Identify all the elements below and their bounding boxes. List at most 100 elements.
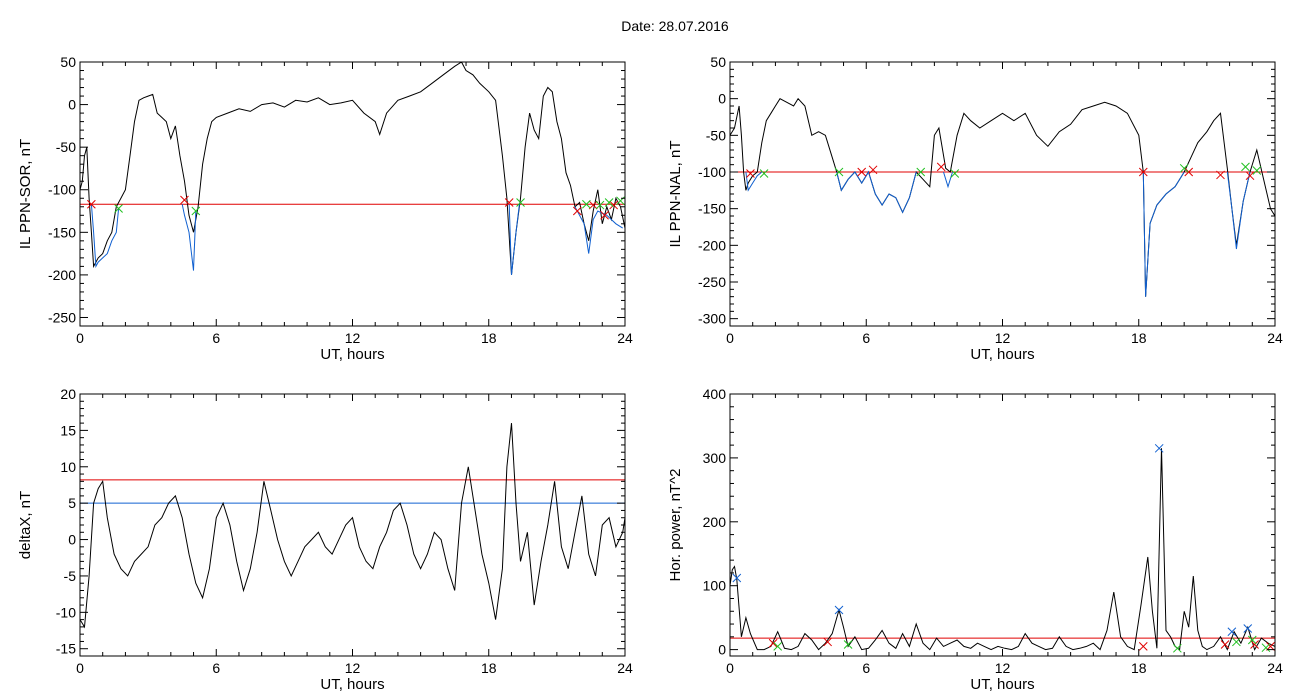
- y-tick-label: 15: [60, 422, 76, 438]
- x-tick-label: 12: [995, 660, 1011, 676]
- plot-frame: [729, 61, 1276, 327]
- series-line: [574, 206, 623, 254]
- cross-marker: [1247, 635, 1257, 645]
- cross-marker: [1173, 643, 1182, 653]
- cross-marker: [1245, 171, 1255, 181]
- x-tick-label: 12: [345, 660, 361, 676]
- y-tick-label: 0: [68, 532, 76, 548]
- x-tick-label: 18: [481, 330, 497, 346]
- y-tick-label: 300: [703, 450, 727, 466]
- x-tick-label: 0: [726, 330, 734, 346]
- x-axis-label: UT, hours: [320, 346, 384, 363]
- cross-marker: [1241, 162, 1250, 172]
- y-axis-label: deltaX, nT: [17, 491, 34, 559]
- cross-marker: [1261, 643, 1271, 653]
- x-axis-label: UT, hours: [970, 346, 1034, 363]
- y-tick-label: 400: [703, 386, 727, 402]
- x-tick-label: 24: [1267, 660, 1283, 676]
- y-tick-label: 50: [710, 54, 726, 70]
- panel-4: 0 6 12 18 24 0 100 200 300 400 UT, hours Hor. power…: [667, 386, 1283, 693]
- x-tick-label: 6: [862, 660, 870, 676]
- y-tick-label: -300: [698, 311, 726, 327]
- x-tick-label: 12: [345, 330, 361, 346]
- cross-marker: [1252, 166, 1262, 175]
- cross-marker: [1243, 624, 1253, 633]
- chart-title: Date: 28.07.2016: [621, 18, 729, 34]
- cross-marker: [857, 167, 867, 177]
- cross-marker: [504, 198, 514, 207]
- cross-marker: [114, 204, 123, 213]
- series-line: [508, 204, 520, 275]
- series-line: [80, 62, 625, 275]
- cross-marker: [87, 199, 96, 209]
- cross-marker: [600, 210, 609, 220]
- plot-frame: [729, 393, 1276, 657]
- y-tick-label: 20: [60, 386, 76, 402]
- series-line: [836, 170, 917, 214]
- cross-marker: [595, 200, 605, 210]
- cross-marker: [1232, 637, 1241, 647]
- cross-marker: [191, 206, 201, 216]
- y-tick-label: -200: [698, 237, 726, 253]
- cross-marker: [834, 605, 844, 615]
- cross-marker: [1216, 170, 1225, 180]
- series-line: [80, 423, 625, 629]
- y-axis-label: IL PPN-NAL, nT: [667, 141, 684, 248]
- series-line: [1142, 171, 1185, 297]
- y-tick-label: -150: [698, 201, 726, 217]
- panel-3: 0 6 12 18 24 -15 -10 -5 0 5 10 15 20 UT, hours deltaX,…: [17, 386, 633, 693]
- y-axis-label: IL PPN-SOR, nT: [17, 139, 34, 249]
- x-tick-label: 6: [212, 330, 220, 346]
- cross-marker: [746, 169, 755, 178]
- cross-marker: [732, 573, 742, 583]
- y-tick-label: 0: [718, 642, 726, 658]
- series-line: [745, 171, 763, 192]
- y-tick-label: 0: [68, 97, 76, 113]
- cross-marker: [936, 162, 946, 172]
- x-tick-label: 24: [617, 330, 633, 346]
- cross-marker: [516, 198, 525, 207]
- y-tick-label: 5: [68, 495, 76, 511]
- y-tick-label: 100: [703, 578, 727, 594]
- y-tick-label: 10: [60, 459, 76, 475]
- x-tick-label: 18: [1131, 660, 1147, 676]
- y-axis-label: Hor. power, nT^2: [667, 469, 684, 582]
- y-tick-label: -100: [698, 164, 726, 180]
- y-tick-label: -50: [706, 127, 726, 143]
- cross-marker: [1154, 443, 1164, 453]
- cross-marker: [759, 169, 769, 178]
- x-tick-label: 18: [1131, 330, 1147, 346]
- plot-frame: [79, 393, 626, 657]
- cross-marker: [609, 200, 618, 210]
- cross-marker: [1184, 167, 1194, 177]
- cross-marker: [572, 206, 582, 216]
- x-tick-label: 24: [1267, 330, 1283, 346]
- cross-marker: [773, 642, 783, 651]
- y-tick-label: 0: [718, 91, 726, 107]
- y-tick-label: -15: [56, 641, 76, 657]
- x-tick-label: 0: [76, 330, 84, 346]
- cross-marker: [916, 167, 926, 177]
- panel-1: 0 6 12 18 24 -250 -200 -150 -100 -50 0 50 UT, hours I…: [17, 54, 633, 363]
- x-tick-label: 12: [995, 330, 1011, 346]
- cross-marker: [180, 195, 189, 205]
- cross-marker: [1227, 627, 1237, 637]
- series-line: [90, 204, 120, 269]
- cross-marker: [582, 199, 591, 209]
- y-tick-label: -150: [48, 224, 76, 240]
- x-tick-label: 0: [726, 660, 734, 676]
- cross-marker: [768, 638, 778, 648]
- series-line: [730, 97, 1275, 297]
- cross-marker: [604, 198, 614, 207]
- cross-marker: [823, 637, 832, 647]
- cross-marker: [1138, 642, 1148, 651]
- panel-2: 0 6 12 18 24 -300 -250 -200 -150 -100 -50 0 50 UT, ho…: [667, 54, 1283, 363]
- y-tick-label: -5: [64, 568, 77, 584]
- y-tick-label: -50: [56, 139, 76, 155]
- x-tick-label: 24: [617, 660, 633, 676]
- cross-marker: [1179, 163, 1189, 173]
- y-tick-label: -250: [48, 309, 76, 325]
- x-axis-label: UT, hours: [320, 676, 384, 693]
- x-tick-label: 0: [76, 660, 84, 676]
- cross-marker: [950, 169, 960, 178]
